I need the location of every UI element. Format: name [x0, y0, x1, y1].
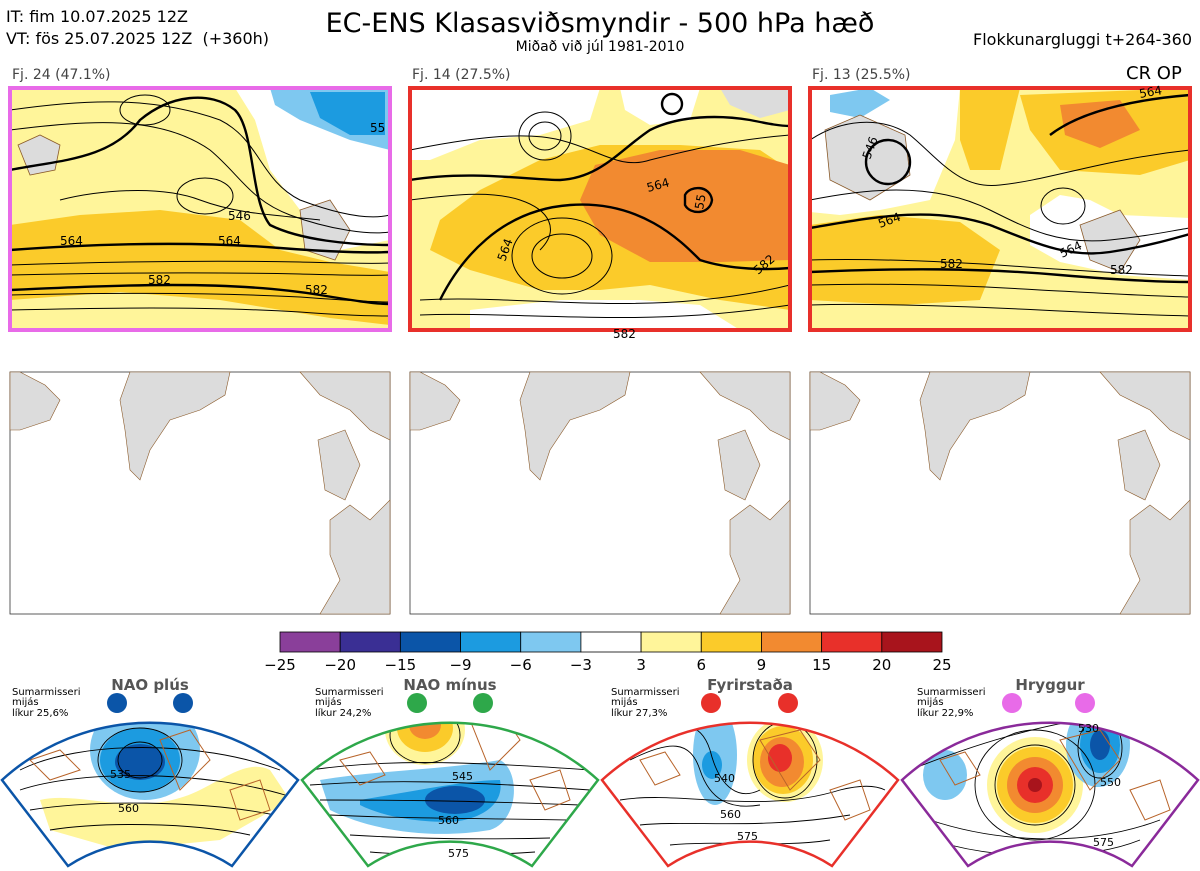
contour-label: 530 — [1078, 722, 1099, 735]
colorbar-tick-label: 6 — [696, 656, 706, 674]
regime-name: NAO mínus — [403, 676, 496, 694]
contour-label: 575 — [737, 830, 758, 843]
contour-label: 582 — [305, 283, 328, 297]
colorbar-tick-label: 3 — [636, 656, 646, 674]
contour-label: 582 — [613, 327, 636, 341]
colorbar-segment — [700, 631, 762, 653]
contour-label: 545 — [452, 770, 473, 783]
cluster-map-1 — [10, 88, 390, 330]
regime-marker — [107, 693, 127, 713]
chart-subtitle: Miðað við júl 1981-2010 — [515, 39, 685, 55]
regime-season: Sumarmisseri — [611, 687, 679, 698]
empty-map-2 — [409, 371, 791, 615]
cluster-map-3 — [810, 88, 1190, 330]
colorbar-segment — [279, 631, 341, 653]
colorbar-segment — [520, 631, 582, 653]
colorbar-tick-label: −9 — [449, 656, 471, 674]
empty-map-3 — [809, 371, 1191, 615]
colorbar-tick-label: 15 — [812, 656, 831, 674]
regime-frequency: mijás — [611, 696, 638, 708]
regime-map-1: NAO plús Sumarmisseri mijás líkur 25,6% … — [0, 676, 300, 868]
contour-label: 575 — [448, 847, 469, 860]
regime-probability: líkur 25,6% — [12, 707, 68, 719]
contour-label: 546 — [228, 209, 251, 223]
regime-frequency: mijás — [12, 696, 39, 708]
regime-map-2: NAO mínus Sumarmisseri mijás líkur 24,2%… — [300, 676, 600, 868]
contour-label: 582 — [940, 257, 963, 271]
regime-frequency: mijás — [315, 696, 342, 708]
contour-label: 564 — [60, 234, 83, 248]
contour-label: 540 — [714, 772, 735, 785]
cr-op-label: CR OP — [1126, 63, 1182, 84]
contour-label: 564 — [218, 234, 241, 248]
cluster-label-3: Fj. 13 (25.5%) — [812, 67, 911, 83]
colorbar-tick-label: −15 — [385, 656, 417, 674]
colorbar-segment — [881, 631, 943, 653]
cluster-label-1: Fj. 24 (47.1%) — [12, 67, 111, 83]
regime-frequency: mijás — [917, 696, 944, 708]
regime-season: Sumarmisseri — [315, 687, 383, 698]
cluster-frame-2 — [408, 86, 792, 332]
colorbar-tick-label: −3 — [570, 656, 592, 674]
regime-marker — [173, 693, 193, 713]
regime-name: NAO plús — [111, 676, 189, 694]
colorbar-tick-label: 25 — [932, 656, 951, 674]
regime-marker — [701, 693, 721, 713]
colorbar-tick-label: −25 — [264, 656, 296, 674]
regime-marker — [1002, 693, 1022, 713]
colorbar-segment — [460, 631, 522, 653]
regime-marker — [473, 693, 493, 713]
contour-label: 560 — [438, 814, 459, 827]
contour-label: 55 — [692, 193, 708, 210]
contour-label: 582 — [1110, 263, 1133, 277]
valid-time: VT: fös 25.07.2025 12Z (+360h) — [6, 29, 270, 48]
contour-label: 582 — [148, 273, 171, 287]
regime-name: Hryggur — [1015, 676, 1085, 694]
header-info: IT: fim 10.07.2025 12Z VT: fös 25.07.2025… — [6, 6, 269, 50]
colorbar-segment — [580, 631, 642, 653]
colorbar-tick-label: 9 — [757, 656, 767, 674]
chart-title: EC-ENS Klasasviðsmyndir - 500 hPa hæð — [325, 8, 875, 39]
contour-label: 55 — [370, 121, 385, 135]
contour-label: 564 — [1138, 83, 1163, 101]
regime-map-3: Fyrirstaða Sumarmisseri mijás líkur 27,3… — [600, 676, 900, 868]
regime-probability: líkur 24,2% — [315, 707, 371, 719]
regime-marker — [1075, 693, 1095, 713]
colorbar-segment — [640, 631, 702, 653]
contour-label: 535 — [110, 768, 131, 781]
classification-window: Flokkunargluggi t+264-360 — [973, 30, 1192, 49]
colorbar-segment — [399, 631, 461, 653]
colorbar-segment — [821, 631, 883, 653]
regime-map-4: Hryggur Sumarmisseri mijás líkur 22,9% 5… — [900, 676, 1200, 868]
empty-map-1 — [9, 371, 391, 615]
contour-label: 564 — [645, 175, 671, 194]
regime-probability: líkur 22,9% — [917, 707, 973, 719]
regime-season: Sumarmisseri — [917, 687, 985, 698]
contour-label: 575 — [1093, 836, 1114, 849]
contour-label: 560 — [118, 802, 139, 815]
colorbar-segment — [339, 631, 401, 653]
cluster-label-2: Fj. 14 (27.5%) — [412, 67, 511, 83]
colorbar-segment — [761, 631, 823, 653]
regime-marker — [778, 693, 798, 713]
colorbar: −25 −20 −15 −9 −6 −3 3 6 9 15 20 25 — [264, 631, 952, 674]
cluster-frame-3 — [808, 86, 1192, 332]
colorbar-tick-label: 20 — [872, 656, 891, 674]
colorbar-tick-label: −6 — [510, 656, 532, 674]
contour-label: 550 — [1100, 776, 1121, 789]
initial-time: IT: fim 10.07.2025 12Z — [6, 7, 188, 26]
cluster-frame-1 — [8, 86, 392, 332]
regime-marker — [407, 693, 427, 713]
cluster-map-2 — [410, 88, 790, 330]
regime-season: Sumarmisseri — [12, 687, 80, 698]
regime-name: Fyrirstaða — [707, 676, 793, 694]
contour-label: 560 — [720, 808, 741, 821]
regime-probability: líkur 27,3% — [611, 707, 667, 719]
colorbar-tick-label: −20 — [324, 656, 356, 674]
